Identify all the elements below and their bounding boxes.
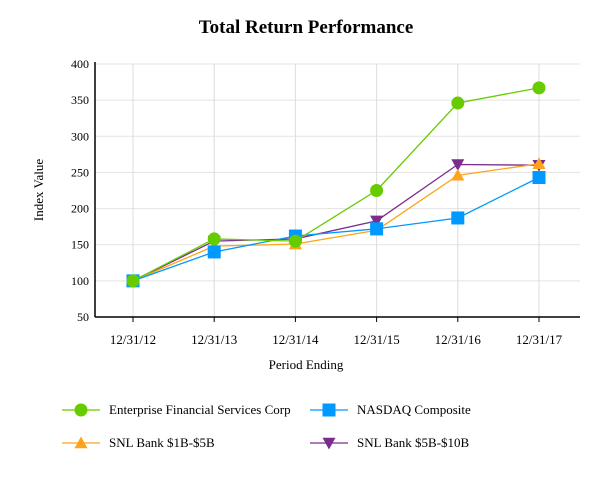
marker-circle [532,81,546,95]
y-tick-label: 350 [71,93,89,107]
legend-item: Enterprise Financial Services Corp [62,402,291,417]
marker-square [451,211,465,225]
marker-triangle-up [74,436,88,449]
y-tick-label: 100 [71,274,89,288]
x-tick-label: 12/31/12 [110,332,156,347]
series-enterprise-financial-services-corp [126,81,546,288]
marker-circle [207,232,221,246]
y-axis-label: Index Value [31,159,46,221]
marker-square [322,403,336,417]
y-tick-label: 400 [71,57,89,71]
x-tick-label: 12/31/13 [191,332,237,347]
series-line [132,176,540,282]
x-tick-label: 12/31/14 [272,332,319,347]
series-snl-bank-5b-10b [126,159,546,288]
marker-circle [74,403,88,417]
y-tick-label: 200 [71,202,89,216]
x-tick-label: 12/31/17 [516,332,563,347]
legend-label: SNL Bank $5B-$10B [357,435,470,450]
marker-circle [288,234,302,248]
series-line [132,87,540,282]
x-tick-label: 12/31/16 [435,332,482,347]
y-tick-label: 150 [71,238,89,252]
legend-item: SNL Bank $5B-$10B [310,435,470,450]
marker-circle [451,96,465,110]
series-line [132,163,540,282]
marker-triangle-up [532,157,546,169]
series-nasdaq-composite [126,170,546,288]
y-tick-label: 250 [71,165,89,179]
legend-item: NASDAQ Composite [310,402,471,417]
marker-triangle-down [370,215,384,228]
series-snl-bank-1b-5b [126,157,546,287]
marker-triangle-down [451,159,465,171]
marker-square [207,245,221,259]
legend-label: Enterprise Financial Services Corp [109,402,291,417]
marker-square [532,170,546,184]
y-tick-label: 50 [77,310,89,324]
marker-triangle-down [322,437,336,450]
y-tick-label: 300 [71,129,89,143]
marker-circle [370,184,384,197]
legend-label: NASDAQ Composite [357,402,471,417]
marker-circle [126,274,140,288]
legend-label: SNL Bank $1B-$5B [109,435,215,450]
legend-item: SNL Bank $1B-$5B [62,435,215,450]
marker-square [370,222,384,236]
chart-title: Total Return Performance [199,17,414,38]
series-line [132,163,540,282]
x-tick-label: 12/31/15 [353,332,399,347]
x-axis-label: Period Ending [269,357,344,372]
marker-triangle-up [451,168,465,181]
